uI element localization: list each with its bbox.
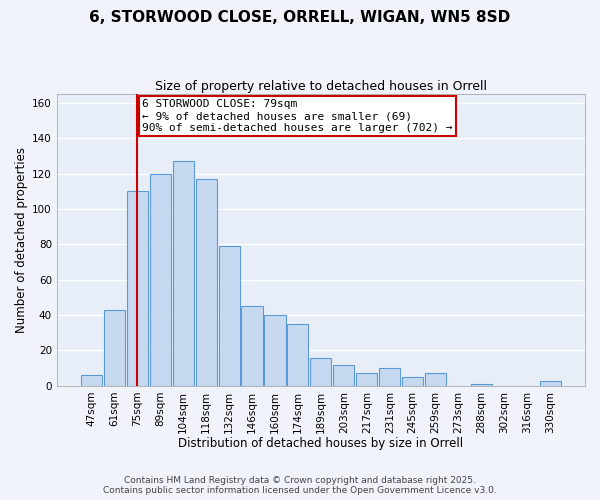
Bar <box>356 374 377 386</box>
Text: 6 STORWOOD CLOSE: 79sqm
← 9% of detached houses are smaller (69)
90% of semi-det: 6 STORWOOD CLOSE: 79sqm ← 9% of detached… <box>142 100 452 132</box>
Y-axis label: Number of detached properties: Number of detached properties <box>15 147 28 333</box>
Bar <box>310 358 331 386</box>
Title: Size of property relative to detached houses in Orrell: Size of property relative to detached ho… <box>155 80 487 93</box>
Bar <box>287 324 308 386</box>
Bar <box>333 364 355 386</box>
Bar <box>218 246 239 386</box>
Bar <box>149 174 171 386</box>
Bar <box>471 384 492 386</box>
Bar <box>241 306 263 386</box>
Text: 6, STORWOOD CLOSE, ORRELL, WIGAN, WN5 8SD: 6, STORWOOD CLOSE, ORRELL, WIGAN, WN5 8S… <box>89 10 511 25</box>
Bar <box>104 310 125 386</box>
Bar <box>81 375 102 386</box>
Bar <box>265 315 286 386</box>
X-axis label: Distribution of detached houses by size in Orrell: Distribution of detached houses by size … <box>178 437 463 450</box>
Bar <box>173 162 194 386</box>
Bar <box>425 374 446 386</box>
Bar <box>402 377 423 386</box>
Bar <box>127 192 148 386</box>
Bar <box>196 179 217 386</box>
Bar <box>540 380 561 386</box>
Text: Contains HM Land Registry data © Crown copyright and database right 2025.
Contai: Contains HM Land Registry data © Crown c… <box>103 476 497 495</box>
Bar <box>379 368 400 386</box>
